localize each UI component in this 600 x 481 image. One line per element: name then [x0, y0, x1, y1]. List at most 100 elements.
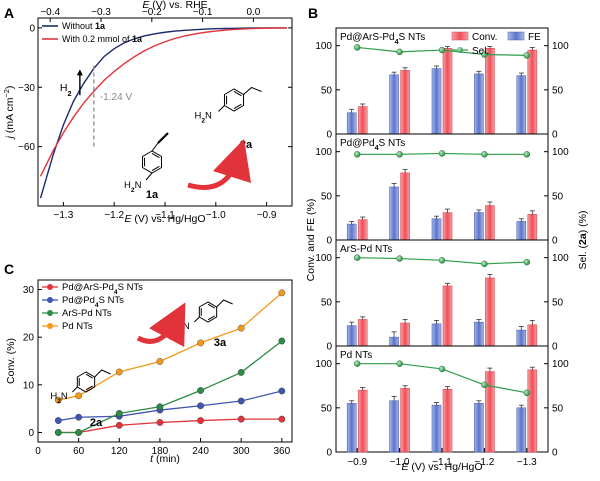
- molecule-1a-triple-bond: [157, 132, 169, 144]
- conv-bar: [357, 106, 368, 135]
- series-point: [156, 358, 164, 365]
- legend-entry-part: 4: [95, 302, 99, 309]
- subplot-frame: [335, 239, 549, 347]
- molecule-3a-ring-bond: [207, 303, 216, 309]
- series-point: [237, 324, 245, 332]
- series-point: [237, 397, 245, 405]
- y-tick-label: −30: [18, 83, 35, 94]
- molecule-2a-vinyl: [94, 369, 111, 378]
- series-point: [115, 421, 123, 429]
- series-point: [197, 417, 204, 424]
- conv-bar: [527, 324, 538, 347]
- legend-entry-part: Without: [62, 21, 95, 31]
- conv-bar: [357, 389, 368, 453]
- x-tick-label: −1.3: [54, 210, 74, 221]
- molecule-1a-label: 1a: [146, 189, 159, 201]
- conv-bar: [442, 212, 453, 241]
- fe-bar: [389, 74, 399, 135]
- series-point: [278, 337, 286, 345]
- sel-point: [353, 360, 361, 367]
- conv-bar: [442, 285, 453, 347]
- fe-bar: [346, 403, 357, 453]
- legend-entry: Pd@ArS-Pd4S NTs: [62, 282, 143, 296]
- x-axis-label-part: E: [401, 461, 409, 473]
- molecule-2a-ring: [76, 371, 96, 393]
- conv-bar: [485, 205, 495, 241]
- subplot-title-part: 4: [395, 39, 399, 46]
- fe-bar: [431, 68, 442, 135]
- y-tick-label: 50: [321, 191, 333, 202]
- fe-bar: [516, 407, 527, 453]
- subplot-title: Pd@ArS-Pd4S NTs: [340, 32, 425, 46]
- y-tick-label: 10: [23, 380, 35, 391]
- y-tick-label: 0: [326, 236, 332, 247]
- y-tick-label: 0: [28, 428, 34, 439]
- x-tick-label: 300: [233, 446, 250, 457]
- molecule-1a-ring-bond: [151, 152, 160, 159]
- reaction-arrow: [187, 138, 252, 190]
- legend-sel-point: [457, 47, 463, 53]
- series-point: [115, 368, 123, 376]
- x-tick-label: 360: [273, 446, 290, 457]
- legend-entry-part: S NTs: [118, 282, 144, 293]
- panel-a: −1.3 −1.2 −1.1 −1.0 −0.9 −0.4 −0.3 −0.2 −0.1 0.0 0…: [2, 0, 293, 225]
- y-tick-label: −60: [18, 142, 35, 153]
- molecule-1a-ring: [141, 150, 163, 174]
- y-tick-label-right: 50: [552, 297, 564, 308]
- legend-entry-part: S NTs: [99, 295, 125, 306]
- fe-bar: [346, 112, 357, 135]
- conv-bar: [485, 48, 495, 135]
- y-axis-label: j (mA cm−2): [2, 86, 17, 141]
- x-tick-label: −1.0: [390, 457, 410, 468]
- fe-bar: [389, 186, 399, 241]
- sel-point: [481, 260, 488, 268]
- molecule-2a-amine-part: H: [50, 391, 57, 402]
- legend-fe-label: FE: [528, 32, 541, 43]
- y-tick-label-right: 100: [552, 147, 569, 158]
- molecule-2a-amine-part: N: [61, 391, 68, 402]
- top-x-tick-label: −0.3: [91, 7, 111, 18]
- conv-bar: [442, 388, 453, 453]
- molecule-2a-ring-bond: [233, 103, 242, 110]
- y-axis-label-part: ): [4, 86, 16, 90]
- top-x-axis-label-part: (V) vs. RHE: [149, 0, 207, 11]
- molecule-2a-amine-part: 2: [201, 117, 205, 124]
- y-tick-label: 50: [321, 297, 333, 308]
- molecule-3a-amine-bond: [193, 316, 200, 323]
- series-point: [197, 402, 204, 410]
- fe-bar: [389, 336, 399, 347]
- subplot-frame: [335, 133, 549, 241]
- legend-entry-part: ArS-Pd NTs: [62, 308, 112, 319]
- series-line-2: [39, 27, 287, 177]
- y-tick-label: 0: [326, 448, 332, 459]
- legend-entry-part: Pd NTs: [62, 321, 93, 332]
- series-point: [54, 396, 62, 404]
- y-tick-label: 50: [321, 403, 333, 414]
- molecule-2a-ring-bond: [85, 385, 94, 391]
- conv-bar: [400, 172, 410, 241]
- series-point: [278, 415, 286, 423]
- top-x-tick-label: −0.2: [142, 7, 162, 18]
- molecule-1a-amine: H2N: [124, 180, 142, 194]
- sel-point: [396, 151, 403, 158]
- x-tick-label: −0.9: [347, 457, 367, 468]
- fe-bar: [431, 404, 442, 453]
- panel-letter-b: B: [308, 5, 318, 21]
- molecule-3a-ring-bond: [207, 315, 216, 321]
- sel-point: [481, 151, 488, 158]
- fe-bar: [474, 212, 484, 241]
- conv-bar: [442, 48, 453, 135]
- conv-bar: [527, 369, 538, 453]
- fe-bar: [431, 218, 442, 241]
- legend-entry: Without 1a: [62, 21, 106, 31]
- sel-point: [396, 360, 403, 367]
- subplot-title-part: ArS-Pd NTs: [340, 244, 392, 255]
- legend-swatch-point: [47, 284, 53, 290]
- molecule-3a-label: 3a: [214, 337, 227, 349]
- y-axis-label-part: j: [4, 135, 16, 140]
- series-point: [54, 417, 62, 424]
- plot-frame: [37, 17, 293, 207]
- conv-bar: [527, 214, 538, 241]
